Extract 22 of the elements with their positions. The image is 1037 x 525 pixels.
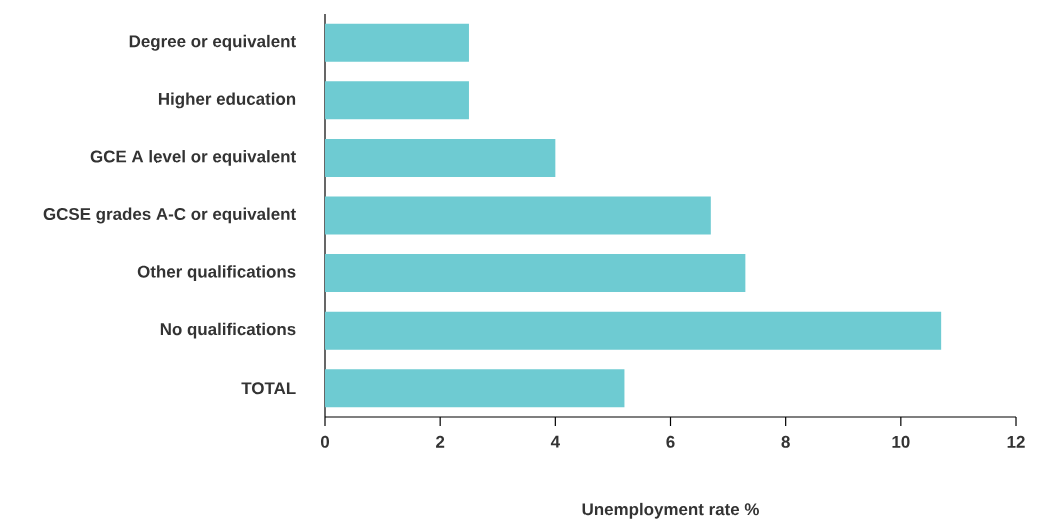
x-tick-label: 2 xyxy=(436,435,445,448)
bar xyxy=(325,254,746,293)
y-tick-label: GCSE grades A-C or equivalent xyxy=(43,207,296,224)
x-tick-label: 0 xyxy=(320,435,330,448)
x-axis-title: Unemployment rate % xyxy=(582,502,759,519)
bar xyxy=(325,196,711,235)
y-tick-label: TOTAL xyxy=(241,382,296,395)
bar xyxy=(325,23,469,62)
x-tick-label: 6 xyxy=(666,435,675,448)
y-tick-label: Higher education xyxy=(158,92,296,109)
y-tick-label: No qualifications xyxy=(160,322,296,339)
y-tick-label: Other qualifications xyxy=(137,265,296,281)
bar xyxy=(325,311,942,350)
bar xyxy=(325,138,556,177)
x-tick-label: 4 xyxy=(550,435,560,448)
x-tick-label: 10 xyxy=(892,435,910,448)
bar xyxy=(325,81,469,120)
bar xyxy=(325,369,625,408)
x-tick-label: 12 xyxy=(1007,435,1025,448)
x-tick-label: 8 xyxy=(781,435,790,448)
y-tick-label: Degree or equivalent xyxy=(129,34,296,51)
y-tick-label: GCE A level or equivalent xyxy=(90,150,296,166)
